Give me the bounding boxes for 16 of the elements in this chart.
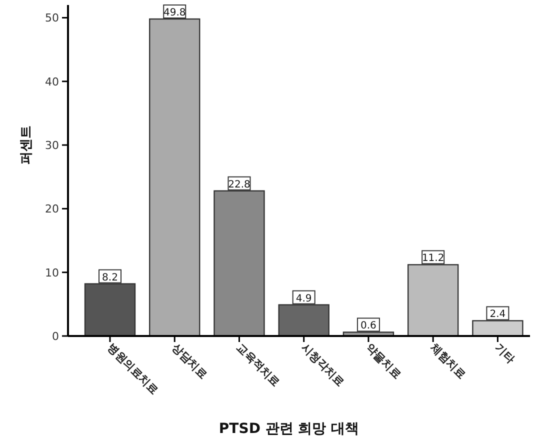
data-label: 49.8 (163, 8, 186, 19)
y-tick-label: 30 (45, 139, 59, 152)
data-label: 0.6 (360, 320, 376, 332)
y-tick-label: 10 (45, 266, 59, 280)
x-axis-title: PTSD 관련 희망 대책 (218, 421, 360, 437)
y-tick-label: 20 (45, 202, 59, 216)
y-tick-label: 0 (52, 330, 59, 343)
data-label: 2.4 (490, 309, 506, 320)
x-tick-label: 기타 (492, 340, 518, 366)
y-tick-label: 50 (45, 12, 59, 25)
data-label: 8.2 (102, 272, 118, 284)
y-tick-label: 40 (45, 75, 59, 88)
y-axis-title: 퍼센트 (19, 126, 34, 165)
data-label: 4.9 (296, 293, 312, 304)
data-label: 22.8 (228, 179, 250, 190)
data-label: 11.2 (422, 253, 444, 264)
